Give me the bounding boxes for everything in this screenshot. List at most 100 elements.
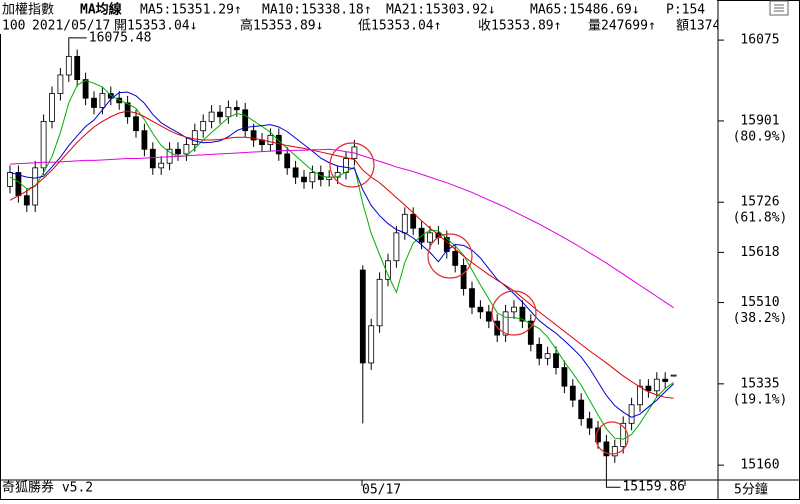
candle-body <box>670 374 677 377</box>
candle-body <box>662 378 669 382</box>
y-tick-label: 15335 <box>740 376 779 391</box>
candle <box>460 258 467 296</box>
candle-body <box>133 116 139 132</box>
candle <box>469 281 475 315</box>
candle <box>595 421 601 449</box>
candle-body <box>427 232 433 243</box>
candle-body <box>292 167 299 178</box>
candle-body <box>82 79 89 99</box>
footer-left: 奇狐勝券 v5.2 <box>2 480 93 496</box>
candle <box>645 379 652 398</box>
candle <box>628 397 635 431</box>
info-text: 100 <box>2 19 25 34</box>
candle <box>158 156 165 175</box>
candle <box>65 39 72 82</box>
status-text: P:154 <box>666 3 705 18</box>
candle-body <box>200 120 207 132</box>
candle <box>670 374 677 377</box>
candle-body <box>544 353 551 359</box>
candle-body <box>284 153 291 169</box>
candle <box>217 105 223 124</box>
candle <box>527 314 534 352</box>
candle-body <box>74 55 81 80</box>
candle-body <box>628 404 635 424</box>
ma-line <box>9 110 674 399</box>
candle-body <box>527 320 534 345</box>
candle <box>49 86 55 129</box>
candle-body <box>267 134 274 146</box>
candle-body <box>645 385 652 392</box>
info-text: 2021/05/17 <box>32 19 110 34</box>
fib-label: (80.9%) <box>733 129 788 144</box>
candle-body <box>561 367 568 387</box>
y-tick-label: 16075 <box>740 33 779 48</box>
fib-label: (61.8%) <box>733 211 788 226</box>
candle <box>175 142 181 161</box>
candle-body <box>57 74 64 94</box>
candle <box>410 207 417 236</box>
info-text: 量247699↑ <box>588 19 656 34</box>
candle <box>284 146 291 175</box>
legend-entry: MA10:15338.18↑ <box>262 3 372 18</box>
candle-body <box>99 93 106 108</box>
highlight-circle <box>595 421 629 455</box>
y-tick-label: 15901 <box>740 113 779 128</box>
info-text: 低15353.04↑ <box>358 19 441 34</box>
y-tick-label: 15618 <box>740 245 779 260</box>
candle-body <box>637 385 643 406</box>
candle <box>637 379 643 412</box>
y-tick-label: 15160 <box>740 458 779 473</box>
candle <box>208 105 215 129</box>
candle <box>200 114 207 138</box>
x-tick-label: 05/17 <box>362 483 401 498</box>
candle-body <box>7 172 13 187</box>
candle-body <box>158 162 165 169</box>
candle <box>359 265 366 424</box>
candle <box>578 393 585 426</box>
annotation-leader <box>68 37 87 40</box>
candle <box>250 123 257 147</box>
candle-body <box>553 353 559 368</box>
highlight-circle <box>427 233 473 279</box>
candle-body <box>191 130 198 146</box>
candle-body <box>536 343 543 359</box>
info-text: 開15353.04↓ <box>114 19 197 34</box>
ma-line <box>9 148 674 309</box>
candle-body <box>309 172 316 183</box>
candle <box>133 109 139 138</box>
header-background <box>0 0 717 34</box>
candle <box>292 160 299 185</box>
candle-body <box>91 97 97 108</box>
highlight-circle <box>491 290 537 336</box>
candle-body <box>217 111 223 118</box>
candle-body <box>183 144 190 155</box>
candle <box>569 379 576 408</box>
fib-label: (38.2%) <box>733 311 788 326</box>
candle-body <box>485 311 492 322</box>
annotation-leader <box>605 465 621 488</box>
candle-body <box>149 148 156 169</box>
candle-body <box>225 107 232 118</box>
candle-body <box>519 306 526 322</box>
candle <box>82 72 89 106</box>
legend-entry: MA5:15351.29↑ <box>140 3 242 18</box>
y-tick-label: 15726 <box>740 195 779 210</box>
candle <box>620 416 627 454</box>
candle <box>586 411 593 435</box>
info-text: 收15353.89↑ <box>478 19 561 34</box>
candle <box>301 170 307 189</box>
candle-body <box>15 172 22 197</box>
ma-line <box>9 91 674 418</box>
candle <box>368 318 375 370</box>
candle-body <box>586 418 593 429</box>
candle <box>536 337 543 366</box>
highlight-circle <box>329 142 375 188</box>
candle-body <box>376 278 383 327</box>
annotation: 16075.48 <box>89 30 152 45</box>
candle <box>40 114 47 175</box>
candle-body <box>49 93 55 122</box>
candle-body <box>410 213 417 229</box>
candle <box>393 225 400 268</box>
legend-entry: MA65:15486.69↓ <box>530 3 640 18</box>
candle <box>477 300 484 319</box>
